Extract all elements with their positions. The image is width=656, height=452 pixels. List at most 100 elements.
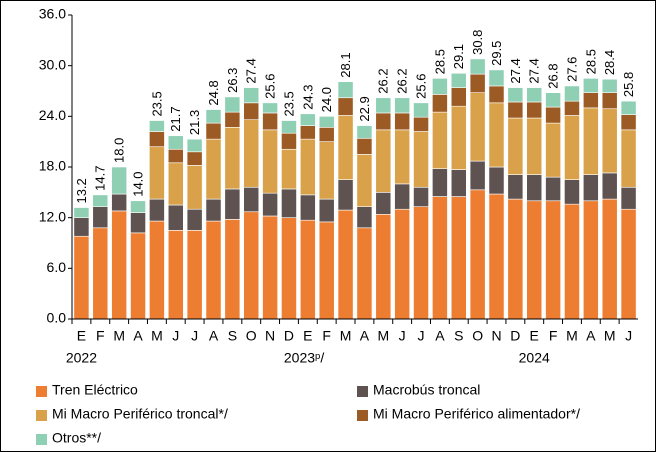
x-tick-label: A (435, 328, 445, 344)
y-tick-label: 12.0 (39, 208, 66, 224)
x-tick-label: J (399, 328, 406, 344)
x-tick-label: N (491, 328, 501, 344)
total-label: 13.2 (74, 178, 89, 203)
bar-segment (375, 213, 392, 320)
bar-segment (394, 97, 411, 114)
bar-segment (224, 188, 241, 220)
bar-segment (205, 122, 222, 140)
total-label: 27.4 (527, 58, 542, 83)
bar-segment (337, 81, 354, 99)
x-tick-label: A (133, 328, 143, 344)
x-tick-label: M (113, 328, 125, 344)
bar-segment (186, 230, 203, 320)
total-label: 25.6 (263, 74, 278, 99)
bar-segment (432, 111, 448, 169)
bar-segment (149, 131, 165, 148)
x-tick-label: A (209, 328, 219, 344)
x-tick-label: E (77, 328, 86, 344)
total-label: 27.4 (508, 58, 523, 83)
bar-segment (262, 129, 278, 194)
bar-segment (620, 129, 637, 188)
bar-segment (601, 172, 618, 200)
total-label: 14.0 (130, 171, 145, 196)
bar-segment (186, 138, 203, 153)
bar-segment (469, 160, 486, 191)
x-tick-label: N (265, 328, 275, 344)
x-tick-label: A (360, 328, 370, 344)
legend-swatch (357, 386, 368, 397)
x-tick-label: D (284, 328, 294, 344)
total-label: 26.8 (546, 63, 561, 88)
bar-segment (149, 220, 165, 320)
bar-segment (564, 115, 580, 180)
bar-segment (224, 111, 241, 128)
bar-segment (243, 102, 260, 121)
bar-segment (167, 135, 184, 150)
bar-segment (450, 196, 467, 320)
x-tick-label: E (530, 328, 539, 344)
bar-segment (111, 193, 128, 212)
bar-segment (337, 115, 354, 180)
bar-segment (92, 227, 109, 320)
bar-segment (564, 100, 580, 116)
bar-segment (564, 203, 580, 320)
bar-segment (488, 69, 505, 87)
bar-segment (526, 200, 543, 320)
bar-segment (130, 200, 146, 213)
bar-segment (469, 189, 486, 320)
bar-segment (186, 165, 203, 210)
bar-segment (356, 125, 373, 139)
bar-segment (413, 131, 429, 188)
total-label: 23.5 (149, 91, 164, 116)
bar-segment (545, 92, 561, 108)
bar-segment (564, 85, 580, 102)
total-label: 26.2 (395, 68, 410, 93)
total-label: 24.0 (319, 87, 334, 112)
x-tick-label: M (566, 328, 578, 344)
legend-swatch (36, 410, 47, 421)
bar-segment (394, 129, 411, 185)
bar-segment (299, 194, 316, 221)
bar-segment (356, 206, 373, 229)
total-label: 24.8 (206, 80, 221, 105)
bar-segment (356, 154, 373, 207)
year-label: 2024 (519, 350, 550, 366)
bar-segment (507, 117, 524, 175)
y-tick-label: 30.0 (39, 56, 66, 72)
bar-segment (243, 87, 260, 104)
bar-segment (394, 208, 411, 320)
bar-segment (318, 127, 335, 142)
x-tick-label: M (151, 328, 163, 344)
bar-segment (73, 207, 90, 218)
total-label: 28.4 (602, 50, 617, 75)
x-tick-label: F (96, 328, 105, 344)
x-tick-label: J (418, 328, 425, 344)
total-label: 18.0 (112, 138, 127, 163)
total-label: 23.5 (281, 91, 296, 116)
bar-segment (337, 179, 354, 211)
bar-segment (337, 209, 354, 320)
bar-segment (413, 102, 429, 118)
total-label: 28.1 (338, 52, 353, 77)
legend-label: Mi Macro Periférico troncal*/ (52, 406, 228, 422)
bar-segment (356, 137, 373, 155)
bar-segment (488, 85, 505, 104)
year-label: 2023ᵖ/ (284, 350, 324, 366)
total-label: 28.5 (432, 49, 447, 74)
bar-segment (262, 192, 278, 217)
bar-segment (545, 106, 561, 124)
bar-segment (281, 120, 297, 134)
bar-segment (601, 78, 618, 93)
bar-segment (620, 100, 637, 115)
bar-segment (582, 200, 599, 320)
bar-segment (73, 217, 90, 237)
bar-segment (205, 198, 222, 222)
y-tick-label: 36.0 (39, 6, 66, 22)
bar-segment (545, 122, 561, 178)
bar-segment (224, 127, 241, 190)
total-label: 25.8 (621, 72, 636, 97)
bar-segment (582, 174, 599, 202)
bar-segment (130, 232, 146, 320)
bar-segment (488, 193, 505, 320)
